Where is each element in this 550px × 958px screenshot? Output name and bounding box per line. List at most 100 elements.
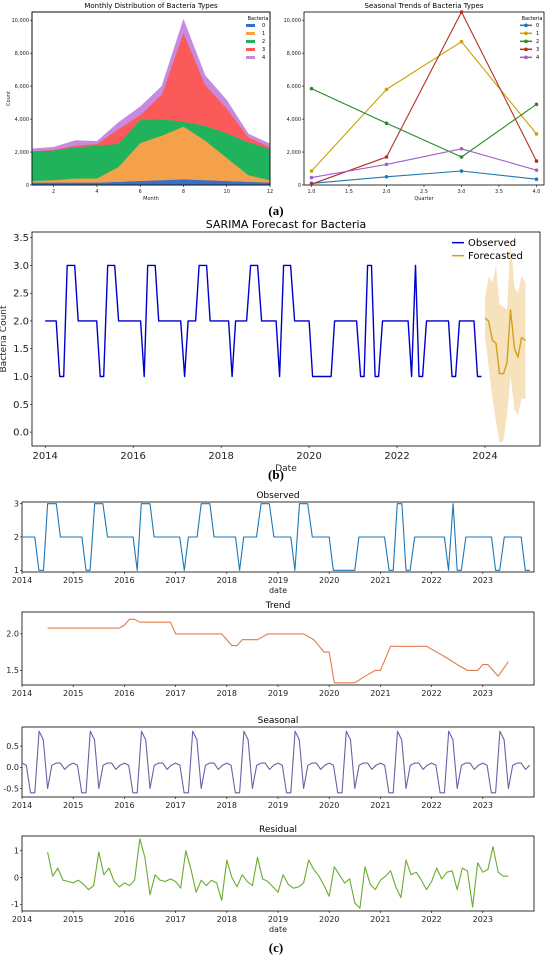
y-tick-label: 8,000 bbox=[15, 51, 29, 57]
x-axis-label: Month bbox=[143, 196, 159, 202]
legend-label-2: 2 bbox=[262, 39, 265, 45]
x-tick-label: 2017 bbox=[165, 801, 185, 810]
x-tick-label: 2021 bbox=[370, 801, 390, 810]
point-series-0 bbox=[534, 177, 539, 182]
line-series-2 bbox=[311, 88, 537, 158]
plot-frame bbox=[21, 835, 535, 912]
y-tick-label: 0.5 bbox=[6, 742, 19, 751]
line-series-4 bbox=[311, 148, 537, 179]
y-tick-label: 2.5 bbox=[13, 289, 29, 300]
x-tick-label: 2019 bbox=[268, 915, 288, 924]
x-tick-label: 2022 bbox=[421, 689, 441, 698]
y-tick-label: 1 bbox=[14, 847, 19, 856]
x-tick-label: 2014 bbox=[12, 576, 32, 585]
legend-label-0: 0 bbox=[262, 23, 265, 29]
x-tick-label: 2.5 bbox=[420, 189, 428, 195]
legend-title: Bacteria bbox=[522, 16, 543, 22]
chart-title: Monthly Distribution of Bacteria Types bbox=[84, 2, 218, 10]
x-tick-label: 2016 bbox=[114, 915, 134, 924]
caption-a: (a) bbox=[268, 203, 284, 218]
x-tick-label: 2020 bbox=[319, 689, 339, 698]
series-line-seasonal bbox=[21, 730, 531, 794]
legend-label-4: 4 bbox=[536, 55, 539, 61]
x-tick-label: 2016 bbox=[114, 689, 134, 698]
x-tick-label: 2018 bbox=[217, 689, 237, 698]
legend-swatch-4 bbox=[246, 56, 255, 59]
x-tick-label: 2020 bbox=[296, 451, 321, 462]
x-tick-label: 2018 bbox=[208, 451, 233, 462]
legend-marker-1 bbox=[524, 31, 528, 36]
forecast-confidence-band bbox=[485, 240, 526, 444]
chart-title: SARIMA Forecast for Bacteria bbox=[206, 218, 367, 231]
legend-marker-4 bbox=[524, 55, 528, 60]
legend-label-3: 3 bbox=[262, 47, 265, 53]
y-tick-label: 1 bbox=[14, 566, 19, 575]
y-tick-label: 6,000 bbox=[287, 84, 301, 90]
point-series-4 bbox=[534, 168, 539, 172]
x-tick-label: 2018 bbox=[217, 576, 237, 585]
x-tick-label: 4 bbox=[95, 189, 98, 195]
x-axis-label: date bbox=[269, 586, 287, 595]
x-tick-label: 2016 bbox=[120, 451, 145, 462]
x-tick-label: 2018 bbox=[217, 915, 237, 924]
x-tick-label: 2014 bbox=[12, 689, 32, 698]
legend-label-1: 1 bbox=[262, 31, 265, 37]
chart-title: Observed bbox=[256, 491, 299, 501]
x-tick-label: 2021 bbox=[370, 576, 390, 585]
chart-decomposition-seasonal: 2014 2015 2016 2017 2018 2019 2020 2021 2022 2023… bbox=[3, 716, 535, 810]
series-line-observed bbox=[22, 503, 530, 571]
x-tick-label: 2014 bbox=[32, 451, 57, 462]
x-axis-label: Quarter bbox=[414, 196, 434, 202]
x-tick-label: 2023 bbox=[473, 576, 493, 585]
x-tick-label: 2022 bbox=[421, 915, 441, 924]
legend-marker-2 bbox=[524, 39, 528, 44]
y-tick-label: 2.0 bbox=[6, 630, 19, 639]
y-tick-label: 4,000 bbox=[15, 117, 29, 123]
x-tick-label: 12 bbox=[267, 189, 273, 195]
chart-title: Residual bbox=[259, 825, 297, 835]
point-series-3 bbox=[459, 10, 464, 14]
point-series-2 bbox=[459, 155, 464, 159]
x-tick-label: 2022 bbox=[421, 801, 441, 810]
x-tick-label: 2016 bbox=[114, 576, 134, 585]
x-tick-label: 2017 bbox=[165, 576, 185, 585]
y-tick-label: 3.0 bbox=[13, 261, 29, 272]
legend-label-1: 1 bbox=[536, 31, 539, 37]
line-series-0 bbox=[311, 170, 537, 184]
legend-label-2: 2 bbox=[536, 39, 539, 45]
x-axis-label: Date bbox=[275, 464, 297, 474]
x-tick-label: 2015 bbox=[63, 801, 83, 810]
legend-marker-3 bbox=[524, 47, 528, 52]
chart-title: Seasonal Trends of Bacteria Types bbox=[365, 2, 484, 10]
x-tick-label: 1.0 bbox=[308, 189, 316, 195]
legend-swatch-0 bbox=[246, 24, 255, 27]
x-tick-label: 2016 bbox=[114, 801, 134, 810]
x-tick-label: 2023 bbox=[473, 801, 493, 810]
point-series-4 bbox=[309, 175, 314, 180]
y-tick-label: 1.5 bbox=[6, 666, 19, 675]
y-tick-label: 0.0 bbox=[13, 428, 29, 439]
x-tick-label: 2019 bbox=[268, 576, 288, 585]
legend-label-Observed: Observed bbox=[468, 238, 516, 249]
point-series-3 bbox=[384, 155, 389, 159]
x-tick-label: 2015 bbox=[63, 689, 83, 698]
chart-decomposition-trend: 2014 2015 2016 2017 2018 2019 2020 2021 2022 2023… bbox=[6, 601, 535, 698]
point-series-1 bbox=[534, 132, 539, 136]
x-tick-label: 2023 bbox=[473, 689, 493, 698]
point-series-2 bbox=[309, 86, 314, 91]
observed-line bbox=[45, 264, 482, 378]
x-tick-label: 2020 bbox=[319, 801, 339, 810]
point-series-1 bbox=[384, 87, 389, 92]
x-tick-label: 2 bbox=[52, 189, 55, 195]
x-tick-label: 2020 bbox=[319, 915, 339, 924]
y-tick-label: 1.5 bbox=[13, 344, 29, 355]
legend-label-4: 4 bbox=[262, 55, 265, 61]
x-tick-label: 2014 bbox=[12, 915, 32, 924]
y-tick-label: 2 bbox=[14, 533, 19, 542]
x-tick-label: 2021 bbox=[370, 915, 390, 924]
y-tick-label: 2,000 bbox=[15, 150, 29, 156]
y-axis-label: Count bbox=[6, 91, 12, 106]
x-tick-label: 3.0 bbox=[458, 189, 466, 195]
y-tick-label: -0.5 bbox=[3, 784, 19, 793]
x-axis-label: date bbox=[269, 925, 287, 934]
